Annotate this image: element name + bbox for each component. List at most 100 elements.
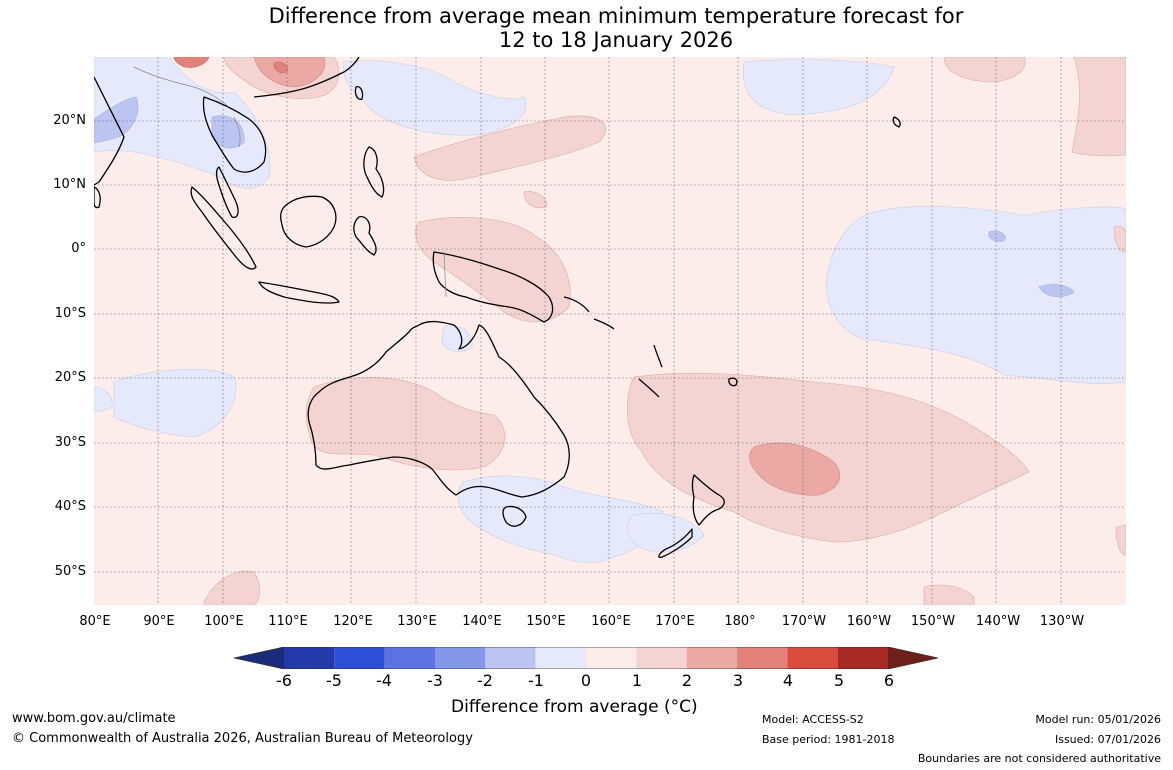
cool-region-central-pacific — [826, 206, 1126, 384]
solomon-islands — [563, 296, 615, 330]
colorbar-segment — [737, 647, 788, 669]
colorbar-segment — [535, 647, 586, 669]
graticule — [94, 57, 1126, 605]
cool-region-queensland — [441, 325, 473, 352]
lat-label-30s: 30°S — [54, 435, 86, 450]
colorbar-tick: 0 — [580, 671, 592, 690]
colorbar-tick: -2 — [477, 671, 493, 690]
cool-anomaly-regions — [94, 57, 1126, 563]
hawaii-islands — [892, 116, 901, 128]
colorbar-segment — [787, 647, 838, 669]
lon-label-130w: 130°W — [1039, 614, 1085, 629]
website-text: www.bom.gov.au/climate — [12, 711, 176, 726]
fiji-islands — [728, 377, 738, 387]
new-caledonia — [638, 378, 660, 398]
lat-label-10s: 10°S — [54, 306, 86, 321]
sulawesi-coast — [353, 216, 377, 256]
cool-region-pacific-patch-1 — [1038, 284, 1075, 297]
model-run-text: Model run: 05/01/2026 — [1035, 713, 1161, 726]
cool-region-west-indian — [94, 386, 113, 413]
lon-label-150e: 150°E — [526, 614, 566, 629]
lon-label-160e: 160°E — [591, 614, 631, 629]
colorbar — [233, 646, 939, 670]
new-guinea-coast — [432, 251, 554, 323]
philippines-coast — [363, 146, 385, 198]
colorbar-segment — [636, 647, 687, 669]
colorbar-extend-low — [234, 647, 284, 669]
model-text: Model: ACCESS-S2 — [762, 713, 864, 726]
strong-warm-regions — [173, 57, 288, 74]
new-zealand-north — [691, 474, 725, 526]
warm-region-small-1 — [523, 191, 547, 209]
lon-label-80e: 80°E — [79, 614, 111, 629]
australia-coast — [307, 320, 570, 498]
lon-label-170w: 170°W — [781, 614, 827, 629]
forecast-map — [94, 57, 1126, 605]
lon-label-110e: 110°E — [268, 614, 308, 629]
warm-region-southern-edge — [923, 584, 975, 605]
lon-label-160w: 160°W — [846, 614, 892, 629]
lat-label-40s: 40°S — [54, 499, 86, 514]
lon-label-130e: 130°E — [397, 614, 437, 629]
colorbar-tick: 3 — [732, 671, 744, 690]
colorbar-segment — [284, 647, 335, 669]
warm-region-equatorial-pacific — [415, 217, 571, 323]
colorbar-label: Difference from average (°C) — [451, 697, 698, 717]
colorbar-extend-high — [888, 647, 938, 669]
lon-label-90e: 90°E — [143, 614, 175, 629]
lon-label-120e: 120°E — [333, 614, 373, 629]
taiwan-coast — [354, 85, 364, 101]
colorbar-segment — [334, 647, 385, 669]
sri-lanka-coast — [94, 186, 101, 209]
lat-label-10n: 10°N — [53, 177, 86, 192]
chart-title: Difference from average mean minimum tem… — [0, 4, 1173, 52]
base-period-text: Base period: 1981-2018 — [762, 733, 895, 746]
sumatra-coast — [190, 186, 257, 270]
disclaimer-text: Boundaries are not considered authoritat… — [917, 752, 1161, 765]
colorbar-tick: -1 — [528, 671, 544, 690]
warm-region-northwest-pacific — [943, 57, 1026, 83]
lon-label-170e: 170°E — [655, 614, 695, 629]
colorbar-segment — [686, 647, 737, 669]
colorbar-segment — [485, 647, 536, 669]
tasmania-coast — [502, 505, 527, 527]
java-coast — [258, 281, 340, 304]
cool-region-indian-ocean — [113, 368, 237, 438]
colorbar-tick: -3 — [427, 671, 443, 690]
copyright-text: © Commonwealth of Australia 2026, Austra… — [12, 731, 473, 746]
warm-region-south-pacific-core — [749, 442, 841, 496]
colorbar-segment — [435, 647, 486, 669]
colorbar-segment — [384, 647, 435, 669]
country-borders — [133, 66, 447, 298]
moderate-warm-regions — [253, 57, 841, 496]
colorbar-tick: 2 — [681, 671, 693, 690]
cool-region-south-china-sea — [342, 60, 527, 136]
lat-label-20s: 20°S — [54, 370, 86, 385]
india-coast — [94, 76, 125, 186]
china-coast — [253, 57, 360, 98]
malay-peninsula — [215, 166, 239, 218]
title-line-1: Difference from average mean minimum tem… — [268, 4, 964, 28]
lon-label-140w: 140°W — [975, 614, 1021, 629]
borneo-coast — [280, 195, 337, 248]
cool-region-north-pacific — [742, 58, 895, 116]
colorbar-tick: -6 — [276, 671, 292, 690]
cool-region-asia — [94, 57, 271, 189]
colorbar-tick: -4 — [376, 671, 392, 690]
colorbar-segment — [586, 647, 637, 669]
warm-region-northeast — [1071, 57, 1126, 157]
cool-region-pacific-patch-2 — [988, 230, 1006, 242]
coastlines — [94, 57, 901, 559]
warm-region-tibet-peak — [173, 57, 210, 68]
warm-anomaly-regions — [203, 57, 1126, 605]
colorbar-tick: 4 — [782, 671, 794, 690]
indochina-coast — [202, 96, 267, 173]
lat-label-20n: 20°N — [53, 113, 86, 128]
colorbar-segment — [837, 647, 888, 669]
new-zealand-south — [658, 528, 693, 559]
warm-region-china-core — [253, 57, 326, 88]
lon-label-140e: 140°E — [462, 614, 502, 629]
colorbar-tick: 1 — [631, 671, 643, 690]
vanuatu-islands — [653, 344, 663, 368]
warm-region-north-pacific — [413, 115, 606, 181]
